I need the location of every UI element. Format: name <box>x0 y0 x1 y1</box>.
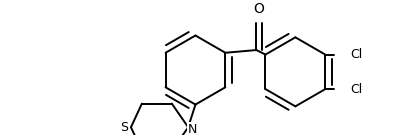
Text: N: N <box>188 124 198 136</box>
Text: S: S <box>120 121 128 134</box>
Text: O: O <box>254 2 264 15</box>
Text: Cl: Cl <box>351 83 363 96</box>
Text: Cl: Cl <box>351 48 363 61</box>
